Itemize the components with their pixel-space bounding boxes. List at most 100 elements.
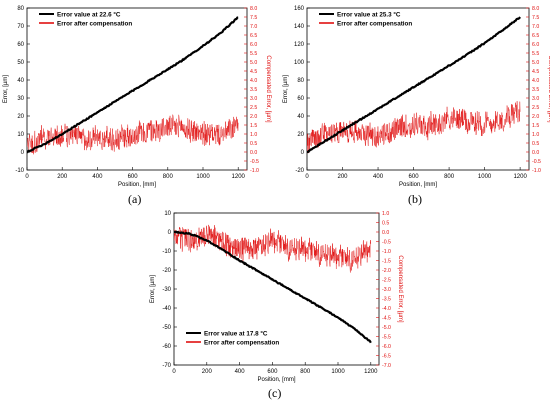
- x-tick-label: 400: [373, 174, 384, 180]
- y-right-tick-label: 4.0: [250, 78, 257, 84]
- y-right-tick-label: 1.5: [532, 123, 539, 129]
- x-axis-label: Position, [mm]: [118, 182, 156, 188]
- x-tick-label: 0: [305, 174, 309, 180]
- y-right-axis-label: Compensated Error, [µm]: [397, 255, 403, 322]
- y-tick-label: 50: [17, 60, 24, 66]
- y-right-tick-label: -5.0: [382, 325, 391, 331]
- y-tick-label: 0: [301, 150, 305, 156]
- x-tick-label: 1200: [364, 369, 378, 375]
- y-right-tick-label: 3.5: [250, 87, 257, 93]
- y-right-tick-label: 0.0: [250, 150, 257, 156]
- y-right-tick-label: 7.5: [250, 15, 257, 21]
- y-right-tick-label: -5.5: [382, 335, 391, 341]
- y-tick-label: 10: [17, 132, 24, 138]
- x-tick-label: 200: [338, 174, 349, 180]
- y-right-tick-label: -2.0: [382, 268, 391, 274]
- chart-panel-a: 0 200 400 600 800 1000 1200-100102030405060708…: [3, 6, 271, 188]
- y-right-tick-label: -0.5: [250, 159, 259, 165]
- x-tick-label: 800: [163, 174, 174, 180]
- chart-panel-b: 0 200 400 600 800 1000 1200-200204060801001201…: [283, 6, 550, 188]
- y-right-tick-label: -0.5: [532, 159, 541, 165]
- y-right-tick-label: 0.5: [250, 141, 257, 147]
- x-tick-label: 600: [128, 174, 139, 180]
- panel-label-b: (b): [408, 192, 422, 206]
- chart-panel-c: 0 200 400 600 800 1000 1200 10 0 -10 -20 -30 -40 -50 -…: [150, 211, 403, 383]
- y-right-tick-label: 8.0: [532, 6, 539, 12]
- y-right-tick-label: 3.5: [532, 87, 539, 93]
- x-tick-label: 400: [92, 174, 103, 180]
- y-right-tick-label: 4.5: [532, 69, 539, 75]
- y-tick-label: -10: [162, 249, 171, 255]
- y-right-tick-label: 5.5: [250, 51, 257, 57]
- y-right-tick-label: 2.5: [532, 105, 539, 111]
- y-tick-label: -50: [162, 325, 171, 331]
- plot-area: [174, 224, 372, 344]
- y-tick-label: 40: [297, 114, 304, 120]
- y-right-tick-label: -1.5: [382, 259, 391, 265]
- y-right-tick-label: 5.0: [250, 60, 257, 66]
- x-axis-label: Position, [mm]: [399, 182, 437, 188]
- y-tick-label: -20: [162, 268, 171, 274]
- x-axis-label: Position, [mm]: [257, 377, 295, 383]
- y-tick-label: 0: [21, 150, 25, 156]
- y-right-tick-label: 7.0: [532, 24, 539, 30]
- y-tick-label: 160: [294, 6, 305, 12]
- series-error-line: [307, 16, 521, 154]
- y-right-tick-label: 8.0: [250, 6, 257, 12]
- y-right-tick-label: 0.5: [532, 141, 539, 147]
- y-right-tick-label: -1.0: [250, 168, 259, 174]
- y-right-tick-label: 4.0: [532, 78, 539, 84]
- y-right-tick-label: 6.0: [250, 42, 257, 48]
- x-tick-label: 200: [57, 174, 68, 180]
- x-tick-label: 1000: [331, 369, 345, 375]
- plot-area: [307, 16, 521, 154]
- y-right-axis-label: Compensated Error, [µm]: [547, 55, 550, 122]
- y-tick-label: 140: [294, 24, 305, 30]
- y-right-tick-label: 5.0: [532, 60, 539, 66]
- y-tick-label: -70: [162, 363, 171, 369]
- y-right-tick-label: -1.0: [382, 249, 391, 255]
- legend-entry: Error value at 25.3 °C: [337, 11, 401, 19]
- y-right-tick-label: -4.5: [382, 316, 391, 322]
- y-right-tick-label: 2.5: [250, 105, 257, 111]
- legend-entry: Error after compensation: [204, 340, 279, 347]
- x-tick-label: 1000: [478, 174, 492, 180]
- y-right-tick-label: 1.5: [250, 123, 257, 129]
- y-tick-label: 20: [17, 114, 24, 120]
- y-tick-label: 40: [17, 78, 24, 84]
- y-right-tick-label: 6.5: [250, 33, 257, 39]
- y-right-axis-label: Compensated Error, [µm]: [265, 55, 271, 122]
- x-tick-label: 600: [267, 369, 278, 375]
- series-compensated-line: [174, 224, 372, 273]
- y-right-tick-label: 0.0: [382, 230, 389, 236]
- y-right-tick-label: -6.5: [382, 354, 391, 360]
- y-tick-label: 20: [297, 132, 304, 138]
- y-right-tick-label: -4.0: [382, 306, 391, 312]
- y-tick-label: 80: [17, 6, 24, 12]
- y-tick-label: 30: [17, 96, 24, 102]
- y-tick-label: 70: [17, 24, 24, 30]
- y-right-tick-label: -3.0: [382, 287, 391, 293]
- y-tick-label: 120: [294, 42, 305, 48]
- y-axis-label: Error, [µm]: [283, 75, 289, 103]
- panel-label-c: (c): [268, 386, 282, 400]
- x-tick-label: 200: [202, 369, 213, 375]
- y-right-tick-label: 5.5: [532, 51, 539, 57]
- y-tick-label: 60: [17, 42, 24, 48]
- panel-label-a: (a): [128, 192, 142, 206]
- x-tick-label: 0: [25, 174, 29, 180]
- y-right-tick-label: 1.0: [250, 132, 257, 138]
- y-right-tick-label: -7.0: [382, 363, 391, 369]
- y-tick-label: 10: [164, 211, 171, 217]
- y-right-tick-label: 2.0: [250, 114, 257, 120]
- x-tick-label: 600: [409, 174, 420, 180]
- y-right-tick-label: -6.0: [382, 344, 391, 350]
- x-tick-label: 400: [235, 369, 246, 375]
- y-tick-label: -10: [15, 168, 24, 174]
- y-right-tick-label: -1.0: [532, 168, 541, 174]
- y-tick-label: 60: [297, 96, 304, 102]
- legend-entry: Error after compensation: [337, 21, 412, 28]
- y-right-tick-label: 0.0: [532, 150, 539, 156]
- y-right-tick-label: 6.0: [532, 42, 539, 48]
- y-right-tick-label: 2.0: [532, 114, 539, 120]
